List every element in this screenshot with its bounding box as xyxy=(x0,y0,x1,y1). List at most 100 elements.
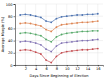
tick: 40 xyxy=(8,39,15,43)
tick: 4 xyxy=(35,65,38,71)
grid-line xyxy=(35,4,36,65)
marker xyxy=(50,51,52,53)
grid-line xyxy=(66,4,67,65)
marker xyxy=(81,14,83,16)
series-line xyxy=(20,14,98,23)
marker xyxy=(45,48,47,50)
chart: 2 4 6 8 10 12 14 16 0 20 40 60 80 100 Days Since Begin… xyxy=(0,0,106,79)
marker xyxy=(19,32,21,34)
grid-line xyxy=(15,4,103,5)
marker xyxy=(19,41,21,43)
tick: 10 xyxy=(65,65,70,71)
grid-line xyxy=(46,4,47,65)
axis-line xyxy=(14,5,16,66)
grid-line xyxy=(15,16,103,17)
marker xyxy=(56,45,58,47)
marker xyxy=(24,22,26,24)
marker xyxy=(81,40,83,42)
marker xyxy=(35,42,37,44)
grid-line xyxy=(97,4,98,65)
marker xyxy=(66,51,68,53)
marker xyxy=(92,39,94,41)
marker xyxy=(30,41,32,43)
tick: 12 xyxy=(75,65,80,71)
marker xyxy=(56,36,58,38)
marker xyxy=(35,15,37,17)
marker xyxy=(50,31,52,33)
tick: 20 xyxy=(8,51,15,55)
marker xyxy=(45,38,47,40)
tick-label: 8 xyxy=(56,67,59,71)
axis-line xyxy=(16,66,104,67)
tick-mark xyxy=(14,65,16,66)
marker xyxy=(66,15,68,17)
tick-mark xyxy=(14,28,16,29)
tick: 100 xyxy=(6,3,15,7)
tick-label: 0 xyxy=(10,64,13,68)
tick-label: 10 xyxy=(65,67,70,71)
marker xyxy=(50,21,52,23)
marker xyxy=(24,13,26,15)
tick: 0 xyxy=(10,64,15,68)
marker xyxy=(92,13,94,15)
marker xyxy=(76,40,78,42)
tick: 80 xyxy=(8,15,15,19)
grid xyxy=(15,4,103,65)
tick-label: 100 xyxy=(6,3,14,7)
tick-label: 14 xyxy=(86,67,91,71)
marker xyxy=(81,49,83,51)
marker xyxy=(81,21,83,23)
series-line xyxy=(20,31,98,42)
plot-area xyxy=(19,13,98,64)
marker xyxy=(50,41,52,43)
marker xyxy=(30,32,32,34)
y-label: Average Margin (%) xyxy=(1,16,5,52)
grid-line xyxy=(56,4,57,65)
tick-label: 80 xyxy=(8,15,13,19)
marker xyxy=(61,34,63,36)
marker xyxy=(40,44,42,46)
marker xyxy=(76,49,78,51)
marker xyxy=(92,48,94,50)
marker xyxy=(40,35,42,37)
marker xyxy=(71,23,73,25)
marker xyxy=(40,25,42,27)
marker xyxy=(61,24,63,26)
marker xyxy=(35,34,37,36)
grid-line xyxy=(15,28,103,29)
marker xyxy=(66,32,68,34)
tick-label: 16 xyxy=(96,67,101,71)
tick-label: 40 xyxy=(8,39,13,43)
marker xyxy=(35,24,37,26)
tick: 6 xyxy=(45,65,48,71)
marker xyxy=(45,20,47,22)
marker xyxy=(61,16,63,18)
marker xyxy=(24,40,26,42)
series-line xyxy=(20,49,98,63)
x-label: Days Since Beginning of Election xyxy=(29,74,88,78)
marker xyxy=(40,17,42,19)
grid-line xyxy=(15,52,103,53)
marker xyxy=(24,32,26,34)
marker xyxy=(76,22,78,24)
marker xyxy=(19,49,21,51)
marker xyxy=(71,32,73,34)
marker xyxy=(71,15,73,17)
marker xyxy=(81,31,83,33)
tick-label: 2 xyxy=(25,67,27,71)
marker xyxy=(56,26,58,28)
y-axis: 0 20 40 60 80 100 xyxy=(6,3,16,68)
marker xyxy=(97,48,99,50)
marker xyxy=(92,30,94,32)
tick: 14 xyxy=(86,65,91,71)
x-axis: 2 4 6 8 10 12 14 16 xyxy=(16,65,104,71)
tick-mark xyxy=(14,4,16,5)
tick: 60 xyxy=(8,27,15,31)
marker xyxy=(87,21,89,23)
series-line xyxy=(20,21,98,31)
marker xyxy=(35,51,37,53)
grid-line xyxy=(15,65,103,66)
marker xyxy=(66,23,68,25)
marker xyxy=(66,42,68,44)
tick-mark xyxy=(14,41,16,42)
